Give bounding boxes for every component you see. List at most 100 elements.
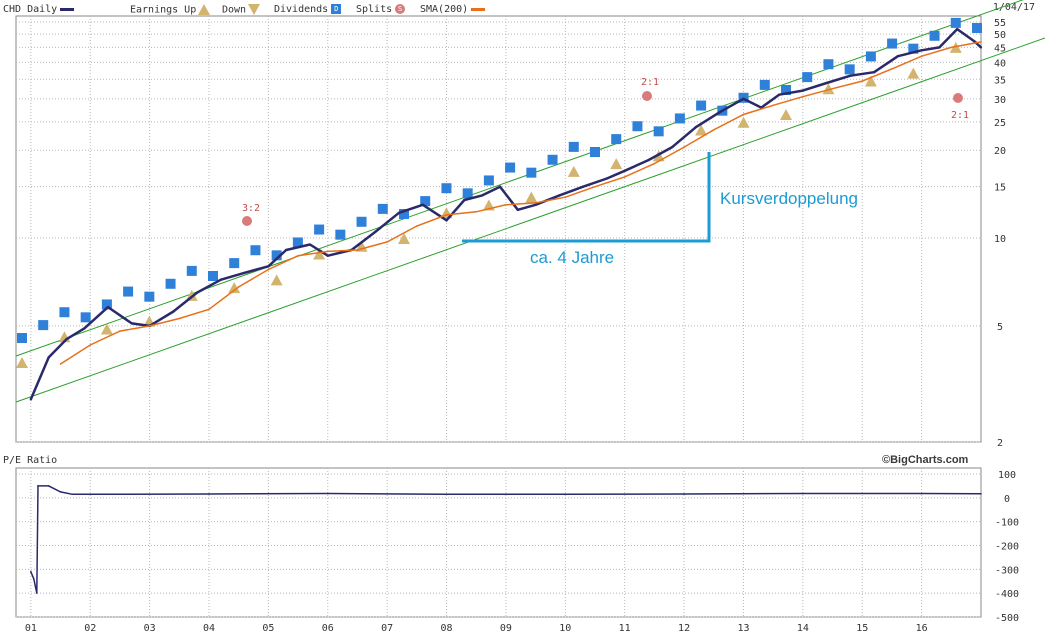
pe-point [564, 493, 567, 496]
earnings-down-icon [248, 4, 261, 15]
price-point [498, 185, 502, 188]
earnings-marker [949, 41, 962, 53]
earnings-marker [780, 109, 792, 120]
price-point [29, 398, 33, 401]
earnings-marker [313, 248, 326, 260]
dividend-marker [335, 229, 346, 240]
price-point [979, 46, 983, 49]
price-point [326, 254, 329, 257]
dividend-marker [908, 43, 919, 54]
dividend-marker [547, 154, 558, 165]
dividend-marker [844, 64, 855, 75]
split-icon: S [395, 4, 406, 14]
legend-splits-label: Splits [356, 4, 393, 15]
sma-point [980, 41, 982, 43]
pe-point [208, 493, 210, 495]
split-label-2: 2:1 [641, 77, 659, 88]
doubling-annotation: Kursverdoppelung [720, 189, 858, 208]
dividend-marker [781, 85, 791, 95]
legend-sma-label: SMA(200) [420, 4, 469, 15]
split-marker-1 [242, 216, 252, 226]
pe-point [683, 493, 685, 495]
dividend-marker [292, 237, 303, 248]
x-tick-label: 02 [84, 623, 96, 634]
pe-point [59, 491, 62, 493]
dividend-marker [611, 134, 622, 145]
earnings-marker [228, 282, 241, 294]
pe-point [47, 485, 50, 487]
pe-point [35, 592, 38, 594]
dividend-marker [462, 188, 473, 199]
dividend-marker [441, 183, 452, 194]
price-point [742, 97, 745, 101]
earnings-marker [100, 323, 113, 335]
dividend-marker [271, 250, 282, 261]
dividend-marker [929, 30, 940, 41]
y-tick-label: 5 [997, 322, 1003, 333]
dividend-marker [399, 209, 409, 219]
price-point [671, 145, 674, 149]
pe-line [30, 485, 982, 594]
x-tick-label: 12 [678, 623, 690, 634]
x-tick-label: 06 [322, 623, 334, 634]
sma-point [148, 325, 151, 327]
price-point [421, 203, 424, 206]
pe-point [71, 493, 74, 496]
price-point [463, 198, 466, 202]
legend-earnings: Earnings Up [130, 4, 211, 16]
split-label-3: 2:1 [951, 110, 969, 121]
price-point [801, 89, 805, 92]
dividend-marker [972, 23, 982, 33]
axes: 01 02 03 04 05 06 07 08 09 10 11 12 13 14 15 1655504540… [25, 18, 1019, 634]
y-tick-label: 50 [994, 30, 1006, 41]
sma-point [623, 176, 626, 178]
sma-point [386, 241, 388, 243]
legend-down-label: Down [222, 4, 247, 16]
price-point [65, 338, 68, 341]
earnings-marker [610, 158, 623, 170]
pe-tick-label: -300 [995, 565, 1019, 576]
price-point [308, 243, 312, 246]
price-point [872, 71, 876, 74]
legend-dividends: Dividends D [274, 4, 342, 15]
pe-tick-label: -500 [995, 613, 1019, 624]
sma-point [475, 211, 478, 213]
legend-earnings-label: Earnings Up [130, 4, 197, 16]
doubling-bracket [462, 152, 711, 243]
sma-point [89, 344, 92, 346]
dividend-marker [568, 141, 579, 152]
earnings-marker [864, 75, 877, 87]
sma-point [772, 104, 774, 107]
pe-tick-label: -400 [995, 589, 1019, 600]
dividend-marker [80, 312, 91, 323]
y-tick-label: 20 [994, 146, 1006, 157]
price-point [777, 93, 781, 96]
pe-point [980, 492, 982, 495]
pe-tick-label: -200 [995, 542, 1019, 553]
price-point [397, 211, 401, 215]
sma-point [712, 128, 715, 131]
y-tick-label: 45 [994, 43, 1006, 54]
pe-tick-label: -100 [995, 518, 1019, 529]
dividend-marker [483, 175, 494, 186]
price-point [130, 322, 133, 325]
pe-point [37, 485, 39, 487]
trend-line-upper [15, 0, 1024, 357]
dividend-marker [59, 307, 70, 318]
earnings-marker [695, 124, 708, 136]
dividend-marker [526, 167, 537, 178]
sma-line [60, 41, 982, 365]
x-tick-label: 07 [381, 623, 393, 634]
x-tick-label: 03 [144, 623, 156, 634]
x-tick-label: 14 [797, 623, 809, 634]
x-tick-label: 04 [203, 623, 215, 634]
earnings-marker [270, 274, 283, 286]
y-tick-label: 15 [994, 183, 1006, 194]
dividend-marker [950, 17, 961, 28]
price-point [480, 194, 484, 197]
dividend-marker [144, 291, 155, 302]
price-point [285, 248, 288, 252]
earnings-marker [737, 116, 750, 128]
pe-point [920, 492, 923, 495]
